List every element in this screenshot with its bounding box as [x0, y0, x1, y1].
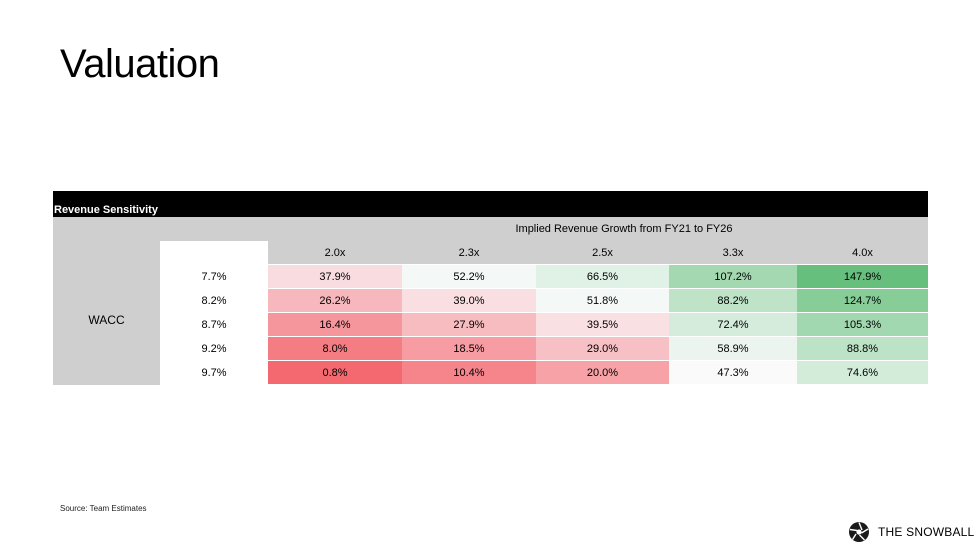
- table-cell: 39.0%: [402, 289, 536, 313]
- table-cell: 16.4%: [268, 313, 402, 337]
- revenue-sensitivity-table: Revenue Sensitivity WACC Implied Revenue…: [53, 191, 928, 385]
- brand-name: THE SNOWBALL: [878, 525, 975, 539]
- row-label: 9.2%: [160, 337, 268, 361]
- sensitivity-grid: WACC Implied Revenue Growth from FY21 to…: [53, 217, 928, 385]
- growth-axis-label: Implied Revenue Growth from FY21 to FY26: [160, 217, 928, 241]
- table-header-bar: Revenue Sensitivity: [53, 191, 928, 217]
- table-cell: 0.8%: [268, 361, 402, 385]
- table-cell: 124.7%: [797, 289, 928, 313]
- row-label: 7.7%: [160, 265, 268, 289]
- table-cell: 88.8%: [797, 337, 928, 361]
- table-cell: 26.2%: [268, 289, 402, 313]
- table-cell: 52.2%: [402, 265, 536, 289]
- brand-logo: THE SNOWBALL: [848, 521, 974, 543]
- blank-corner-cell: [160, 241, 268, 265]
- snowball-aperture-icon: [849, 522, 869, 542]
- table-cell: 18.5%: [402, 337, 536, 361]
- column-header: 2.5x: [536, 241, 669, 265]
- row-label: 8.7%: [160, 313, 268, 337]
- table-cell: 72.4%: [669, 313, 797, 337]
- table-cell: 27.9%: [402, 313, 536, 337]
- table-cell: 8.0%: [268, 337, 402, 361]
- table-cell: 74.6%: [797, 361, 928, 385]
- table-cell: 20.0%: [536, 361, 669, 385]
- table-cell: 29.0%: [536, 337, 669, 361]
- table-cell: 10.4%: [402, 361, 536, 385]
- page-title: Valuation: [60, 42, 220, 86]
- column-header: 2.0x: [268, 241, 402, 265]
- table-cell: 88.2%: [669, 289, 797, 313]
- table-cell: 39.5%: [536, 313, 669, 337]
- table-cell: 51.8%: [536, 289, 669, 313]
- column-header: 3.3x: [669, 241, 797, 265]
- wacc-axis-label: WACC: [53, 217, 160, 385]
- table-cell: 66.5%: [536, 265, 669, 289]
- table-cell: 147.9%: [797, 265, 928, 289]
- table-cell: 107.2%: [669, 265, 797, 289]
- source-note: Source: Team Estimates: [60, 504, 147, 513]
- table-cell: 105.3%: [797, 313, 928, 337]
- table-cell: 58.9%: [669, 337, 797, 361]
- row-label: 9.7%: [160, 361, 268, 385]
- column-header: 4.0x: [797, 241, 928, 265]
- table-header-label: Revenue Sensitivity: [54, 204, 158, 216]
- column-header: 2.3x: [402, 241, 536, 265]
- table-cell: 47.3%: [669, 361, 797, 385]
- row-label: 8.2%: [160, 289, 268, 313]
- table-cell: 37.9%: [268, 265, 402, 289]
